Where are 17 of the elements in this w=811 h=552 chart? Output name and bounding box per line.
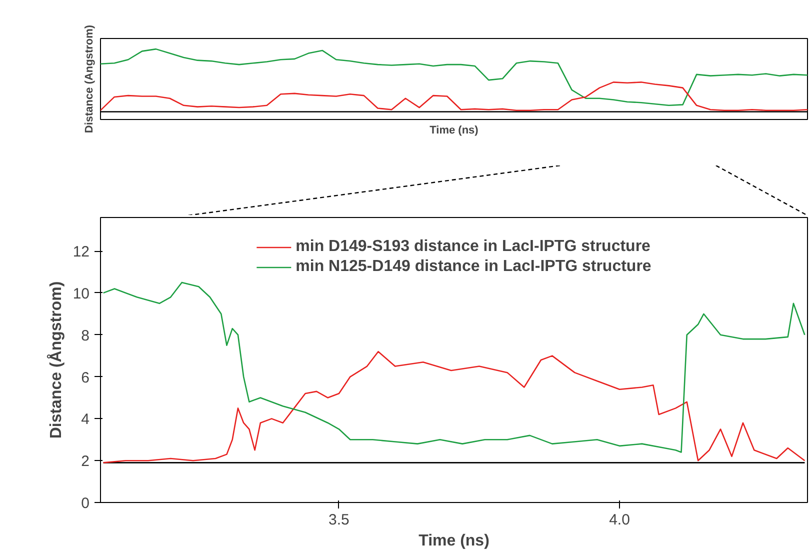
line-series xyxy=(102,350,806,464)
y-tick-label: 0 xyxy=(81,495,90,512)
y-axis-title: Distance (Ångstrom) xyxy=(46,281,65,439)
line-series xyxy=(102,282,806,453)
y-axis-title: Distance (Angstrom) xyxy=(84,24,96,134)
y-tick-label: 10 xyxy=(72,285,90,302)
legend-label: min D149-S193 distance in LacI-IPTG structure xyxy=(296,238,650,256)
y-tick-label: 4 xyxy=(81,411,90,428)
x-axis-title: Time (ns) xyxy=(430,124,479,136)
x-tick-label: 3.5 xyxy=(328,512,350,528)
legend-label: min N125-D149 distance in LacI-IPTG structure xyxy=(296,258,652,276)
y-tick-label: 2 xyxy=(81,453,90,470)
x-tick-label: 4.0 xyxy=(609,512,630,528)
x-axis-title: Time (ns) xyxy=(418,532,490,550)
y-tick-label: 8 xyxy=(81,327,90,344)
y-tick-label: 6 xyxy=(81,369,90,386)
y-tick-label: 12 xyxy=(72,244,90,261)
